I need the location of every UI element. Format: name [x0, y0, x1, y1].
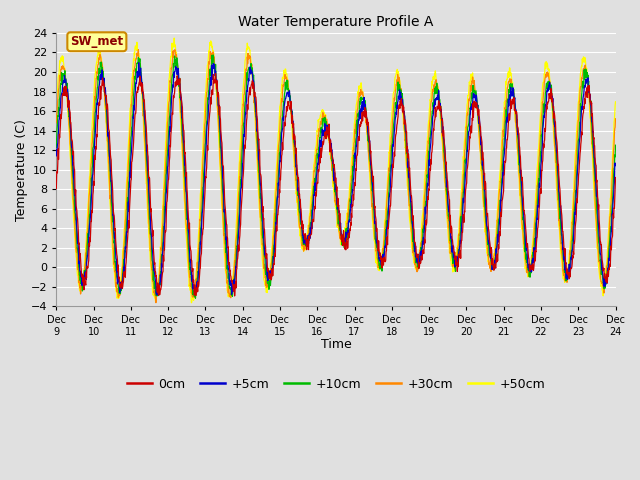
Y-axis label: Temperature (C): Temperature (C) [15, 119, 28, 221]
Legend: 0cm, +5cm, +10cm, +30cm, +50cm: 0cm, +5cm, +10cm, +30cm, +50cm [122, 373, 550, 396]
X-axis label: Time: Time [321, 338, 351, 351]
Text: SW_met: SW_met [70, 35, 124, 48]
Title: Water Temperature Profile A: Water Temperature Profile A [238, 15, 433, 29]
